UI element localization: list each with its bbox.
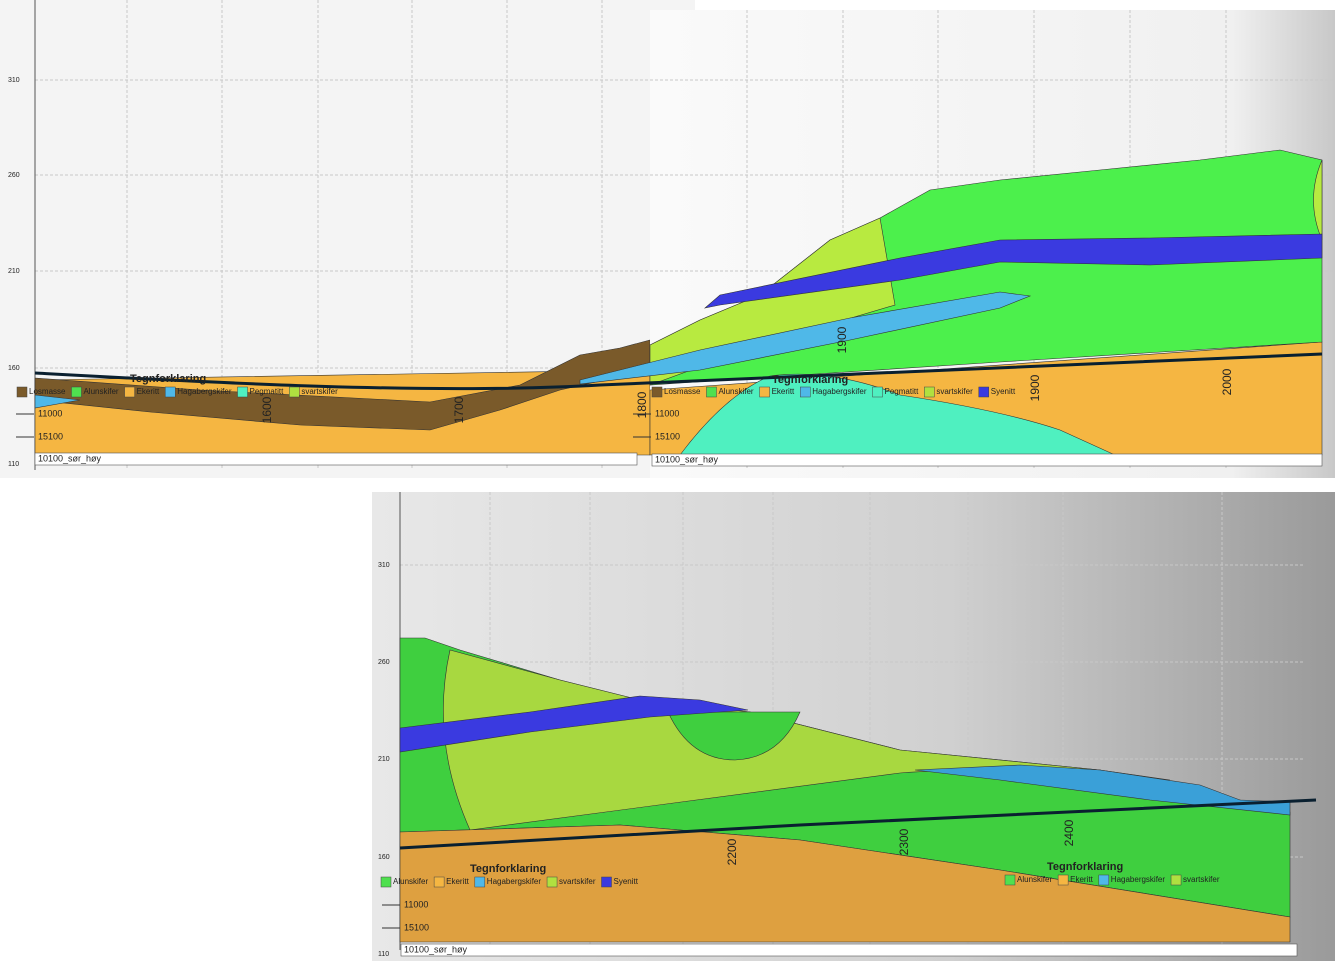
- profile-name: 10100_sør_høy: [655, 454, 719, 464]
- ekeritt: [399, 824, 1291, 943]
- legend-item: svartskifer: [301, 387, 338, 396]
- legend-title: Tegnforklaring: [772, 374, 848, 386]
- line-label: 11000: [38, 408, 62, 418]
- profile-box: [34, 452, 638, 466]
- legend-swatch: [1170, 874, 1182, 886]
- legend-item: svartskifer: [936, 387, 973, 396]
- legend-item: Alunskifer: [393, 877, 428, 886]
- distance-label: 2000: [1220, 368, 1234, 395]
- y-axis-label: 110: [378, 951, 389, 958]
- legend-item: Alunskifer: [83, 387, 118, 396]
- legend-swatch: [71, 386, 82, 398]
- distance-label: 2200: [725, 838, 739, 865]
- profile-box: [651, 453, 1323, 467]
- legend-swatch: [433, 876, 445, 888]
- legend-swatch: [601, 876, 612, 888]
- pegmatitt: [679, 373, 1116, 456]
- legend-swatch: [924, 386, 935, 398]
- profile-line: [34, 352, 1323, 391]
- legend-item: Ekeritt: [1070, 875, 1093, 884]
- legend-swatch: [546, 876, 558, 888]
- legend-title: Tegnforklaring: [130, 373, 206, 385]
- legend-item: svartskifer: [559, 877, 596, 886]
- hagabergskifer: [34, 394, 81, 409]
- syenitt: [703, 233, 1323, 309]
- profile-name: 10100_sør_høy: [38, 453, 102, 463]
- distance-label: 1800: [635, 391, 649, 418]
- legend-swatch: [759, 386, 770, 398]
- legend-swatch: [706, 386, 717, 398]
- legend-item: Hagabergskifer: [487, 877, 542, 886]
- y-axis-label: 110: [8, 461, 19, 468]
- y-axis-label: 260: [378, 659, 390, 666]
- y-axis-label: 310: [8, 77, 20, 84]
- legend-item: svartskifer: [1183, 875, 1220, 884]
- legend-swatch: [978, 386, 990, 398]
- legend-item: Alunskifer: [1017, 875, 1052, 884]
- legend-item: Pegmatitt: [250, 387, 285, 396]
- hagabergskifer: [579, 291, 1032, 385]
- y-axis-label: 210: [8, 268, 20, 275]
- line-label: 15100: [38, 431, 63, 441]
- distance-label: 1900: [835, 326, 849, 353]
- profile-line: [399, 798, 1317, 850]
- distance-label: 1700: [452, 396, 466, 423]
- legend-item: Ekeritt: [137, 387, 160, 396]
- legend-title: Tegnforklaring: [1047, 861, 1123, 873]
- legend-swatch: [124, 386, 135, 398]
- line-label: 11000: [655, 408, 679, 418]
- legend-item: Alunskifer: [718, 387, 753, 396]
- legend-item: Hagabergskifer: [1111, 875, 1166, 884]
- y-axis-label: 210: [378, 756, 390, 763]
- legend-swatch: [237, 386, 248, 398]
- syenitt: [399, 695, 749, 753]
- distance-label: 2400: [1062, 819, 1076, 846]
- legend-item: Syenitt: [991, 387, 1016, 396]
- legend-swatch: [165, 386, 176, 398]
- legend-item: Ekeritt: [772, 387, 795, 396]
- profile-box: [400, 943, 1298, 957]
- line-label: 11000: [404, 899, 428, 909]
- line-label: 15100: [655, 431, 680, 441]
- distance-label: 1900: [1028, 374, 1042, 401]
- legend-swatch: [289, 386, 300, 398]
- y-axis-label: 260: [8, 172, 20, 179]
- legend-swatch: [651, 386, 663, 398]
- legend-title: Tegnforklaring: [470, 863, 546, 875]
- legend-swatch: [16, 386, 28, 398]
- legend-swatch: [1057, 874, 1069, 886]
- legend-swatch: [872, 386, 883, 398]
- distance-label: 2300: [897, 828, 911, 855]
- legend-item: Hagabergskifer: [177, 387, 232, 396]
- legend-swatch: [800, 386, 811, 398]
- legend-item: Losmasse: [664, 387, 701, 396]
- legend-swatch: [474, 876, 486, 888]
- profile-name: 10100_sør_høy: [404, 944, 468, 954]
- legend-item: Syenitt: [614, 877, 639, 886]
- legend-item: Hagabergskifer: [812, 387, 867, 396]
- legend-swatch: [1098, 874, 1110, 886]
- line-label: 15100: [404, 922, 429, 932]
- y-axis-label: 160: [8, 365, 20, 372]
- legend-item: Ekeritt: [446, 877, 469, 886]
- y-axis-label: 310: [378, 562, 390, 569]
- legend-item: Losmasse: [29, 387, 66, 396]
- y-axis-label: 160: [378, 854, 390, 861]
- legend-swatch: [1004, 874, 1016, 886]
- legend-item: Pegmatitt: [885, 387, 920, 396]
- legend-swatch: [380, 876, 392, 888]
- alunskifer: [667, 711, 801, 761]
- distance-label: 1600: [260, 396, 274, 423]
